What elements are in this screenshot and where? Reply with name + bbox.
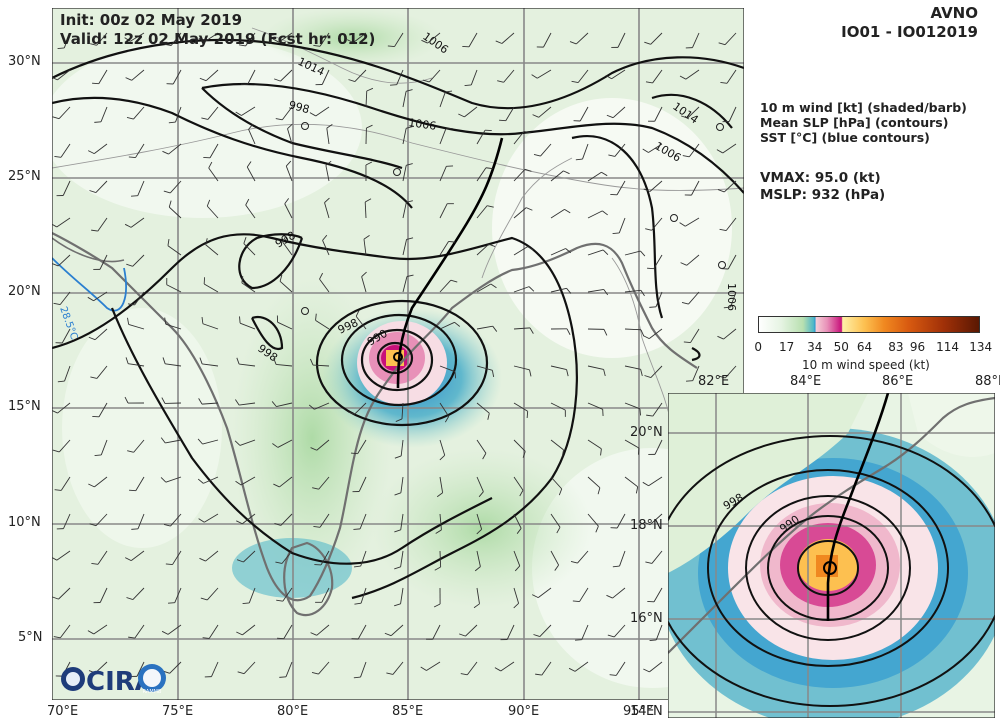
colorbar-tick: 34 xyxy=(807,340,823,354)
wind-colorbar xyxy=(758,316,980,333)
lon-label: 95°E xyxy=(623,704,655,719)
coastlines xyxy=(52,232,698,616)
lat-label: 25°N xyxy=(8,169,41,184)
model-name: AVNO xyxy=(930,4,978,22)
lat-label: 10°N xyxy=(8,515,41,530)
lon-label: 90°E xyxy=(508,704,540,719)
storm-track xyxy=(396,137,504,389)
lat-label: 5°N xyxy=(18,630,43,645)
main-map: 28.5°C 1014 1006 998 1006 1014 1006 998 … xyxy=(52,8,744,700)
colorbar-tick: 134 xyxy=(969,340,993,354)
political-borders xyxy=(52,27,744,429)
valid-time: Valid: 12z 02 May 2019 (Fcst hr: 012) xyxy=(60,30,376,48)
lon-label: 80°E xyxy=(277,704,309,719)
colorbar-tick: 96 xyxy=(909,340,926,354)
inset-coastline xyxy=(668,396,995,654)
ramm-logo-text: RAMMB xyxy=(143,689,162,695)
inset-lat-label: 16°N xyxy=(630,611,663,626)
contour-label: 1006 xyxy=(408,116,438,133)
inset-lat-label: 18°N xyxy=(630,518,663,533)
contour-label: 1006 xyxy=(725,283,738,311)
colorbar-tick: 50 xyxy=(833,340,849,354)
legend-line-slp: Mean SLP [hPa] (contours) xyxy=(760,115,949,130)
inset-map: 998 990 xyxy=(668,393,995,718)
inset-storm-center-icon xyxy=(823,561,837,575)
inset-lon-label: 82°E xyxy=(698,374,730,389)
slp-contours xyxy=(52,38,744,600)
colorbar-tick: 17 xyxy=(778,340,795,354)
storm-center-icon xyxy=(393,352,403,362)
inset-lon-label: 86°E xyxy=(882,374,914,389)
mslp-value: MSLP: 932 (hPa) xyxy=(760,187,886,203)
lon-label: 70°E xyxy=(47,704,79,719)
lat-label: 15°N xyxy=(8,399,41,414)
colorbar-tick: 0 xyxy=(754,340,763,354)
contour-label: 998 xyxy=(287,98,311,116)
lon-label: 85°E xyxy=(392,704,424,719)
lon-label: 75°E xyxy=(162,704,194,719)
inset-lon-label: 88°E xyxy=(975,374,1000,389)
vmax-value: VMAX: 95.0 (kt) xyxy=(760,170,881,186)
legend-line-wind: 10 m wind [kt] (shaded/barb) xyxy=(760,100,967,115)
colorbar-tick: 114 xyxy=(936,340,959,354)
colorbar-tick: 83 xyxy=(888,340,904,354)
wind-barbs xyxy=(52,32,737,679)
lat-label: 30°N xyxy=(8,54,41,69)
lat-label: 20°N xyxy=(8,284,41,299)
cira-logo: CIRA RAMMB xyxy=(61,664,166,696)
inset-lat-label: 14°N xyxy=(630,704,663,719)
graticule xyxy=(52,8,744,700)
inset-lon-label: 84°E xyxy=(790,374,822,389)
inset-storm-track xyxy=(826,393,890,621)
storm-id: IO01 - IO012019 xyxy=(841,23,978,41)
colorbar-label: 10 m wind speed (kt) xyxy=(802,358,930,372)
colorbar-tick: 64 xyxy=(856,340,873,354)
inset-slp-contours xyxy=(668,435,995,707)
inset-lat-label: 20°N xyxy=(630,425,663,440)
legend-line-sst: SST [°C] (blue contours) xyxy=(760,130,930,145)
init-time: Init: 00z 02 May 2019 xyxy=(60,11,243,29)
